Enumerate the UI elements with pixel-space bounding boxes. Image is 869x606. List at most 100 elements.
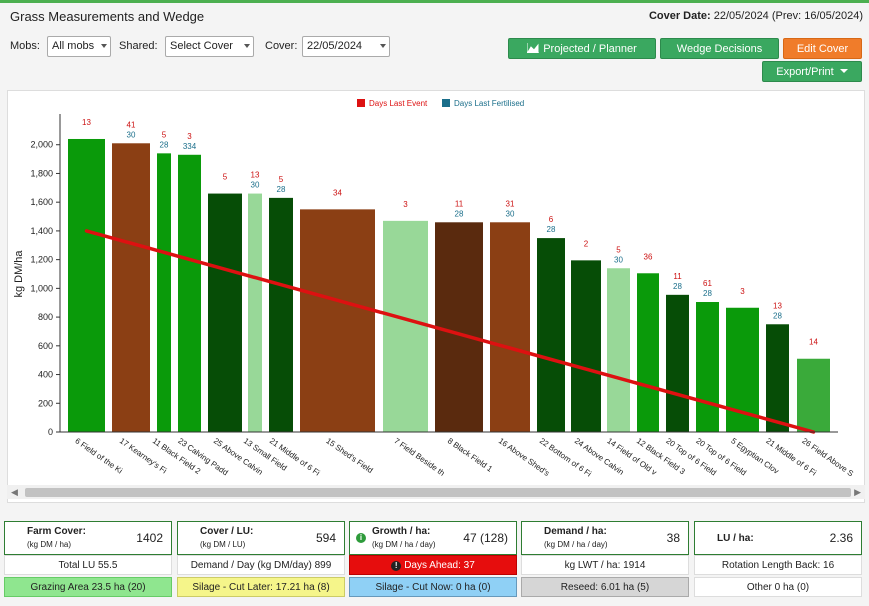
- cover-lu-sub: (kg DM / LU): [200, 540, 246, 549]
- cover-label: Cover:: [265, 40, 298, 52]
- shared-label: Shared:: [119, 40, 158, 52]
- projected-planner-button[interactable]: Projected / Planner: [508, 38, 656, 59]
- bar: [766, 324, 789, 432]
- farm-cover-sub: (kg DM / ha): [27, 540, 72, 549]
- lu-ha-label: LU / ha:: [717, 533, 754, 544]
- y-tick-label: 1,400: [30, 226, 53, 236]
- y-tick-label: 600: [38, 341, 53, 351]
- bar: [157, 153, 171, 432]
- days-last-fertilised-label: 28: [673, 282, 682, 291]
- chevron-down-icon: [380, 44, 386, 48]
- wedge-decisions-label: Wedge Decisions: [676, 43, 763, 55]
- bar: [797, 358, 830, 432]
- y-tick-label: 0: [48, 427, 53, 437]
- edit-cover-label: Edit Cover: [796, 43, 849, 55]
- legend-label: Days Last Event: [369, 99, 428, 108]
- days-last-fertilised-label: 28: [773, 311, 782, 320]
- x-tick-label: 7 Field Beside th: [392, 436, 446, 478]
- export-print-label: Export/Print: [776, 66, 834, 78]
- filter-bar: Mobs: All mobs Shared: Select Cover Cove…: [0, 34, 869, 86]
- days-last-fertilised-label: 28: [277, 185, 286, 194]
- x-tick-label: 15 Shed's Field: [324, 436, 374, 475]
- stats-panel: Farm Cover: (kg DM / ha) 1402 Cover / LU…: [0, 518, 869, 606]
- shared-select[interactable]: Select Cover: [165, 36, 254, 57]
- days-last-event-label: 5: [616, 245, 621, 254]
- x-tick-label: 6 Field of the Ki: [73, 436, 124, 475]
- title-bar: Grass Measurements and Wedge Cover Date:…: [0, 3, 869, 31]
- demand-label: Demand / ha:: [544, 526, 607, 537]
- legend-label: Days Last Fertilised: [454, 99, 524, 108]
- y-tick-label: 1,200: [30, 255, 53, 265]
- demand-sub: (kg DM / ha / day): [544, 540, 608, 549]
- growth-box: i Growth / ha: (kg DM / ha / day) 47 (12…: [349, 521, 517, 555]
- cover-lu-label: Cover / LU:: [200, 526, 254, 537]
- days-last-event-label: 3: [187, 132, 192, 141]
- page-title: Grass Measurements and Wedge: [10, 9, 205, 24]
- bar: [490, 222, 530, 432]
- bar: [269, 197, 293, 432]
- days-last-fertilised-label: 30: [251, 181, 260, 190]
- wedge-decisions-button[interactable]: Wedge Decisions: [660, 38, 779, 59]
- bar: [666, 294, 689, 432]
- chart-legend: Days Last Event Days Last Fertilised: [357, 99, 524, 108]
- bar: [300, 209, 375, 432]
- days-last-fertilised-label: 28: [547, 225, 556, 234]
- edit-cover-button[interactable]: Edit Cover: [783, 38, 862, 59]
- days-last-event-label: 5: [223, 173, 228, 182]
- bar: [571, 260, 601, 432]
- days-last-fertilised-label: 334: [183, 142, 197, 151]
- days-last-event-label: 6: [549, 215, 554, 224]
- export-print-button[interactable]: Export/Print: [762, 61, 862, 82]
- wedge-chart: Days Last Event Days Last Fertilised 0 200…: [13, 99, 855, 479]
- y-tick-label: 1,800: [30, 168, 53, 178]
- demand-value: 38: [666, 531, 680, 545]
- y-axis-title: kg DM/ha: [13, 250, 25, 298]
- days-last-event-label: 5: [279, 175, 284, 184]
- bar: [696, 302, 719, 432]
- scroll-left-icon[interactable]: ◀: [11, 487, 18, 497]
- bar: [208, 193, 242, 432]
- growth-value: 47 (128): [463, 531, 508, 545]
- chart-scrollbar[interactable]: ◀ ▶: [7, 485, 865, 499]
- area-chart-icon: [526, 43, 540, 54]
- days-last-event-label: 36: [644, 252, 653, 261]
- x-tick-label: 8 Black Field 1: [446, 436, 495, 474]
- days-last-event-label: 3: [740, 287, 745, 296]
- days-last-fertilised-label: 28: [455, 209, 464, 218]
- y-tick-label: 1,600: [30, 197, 53, 207]
- alert-icon: !: [391, 561, 402, 571]
- days-last-event-label: 41: [127, 120, 136, 129]
- wedge-line-layer: [84, 229, 816, 434]
- rotation-length: Rotation Length Back: 16: [694, 555, 862, 575]
- scrollbar-thumb[interactable]: [25, 488, 851, 497]
- legend-swatch: [442, 99, 450, 107]
- days-last-event-label: 3: [403, 200, 408, 209]
- bar: [178, 154, 201, 433]
- reseed: Reseed: 6.01 ha (5): [521, 577, 689, 597]
- cover-date-display: Cover Date: 22/05/2024 (Prev: 16/05/2024…: [649, 10, 863, 22]
- y-tick-label: 1,000: [30, 283, 53, 293]
- farm-cover-box: Farm Cover: (kg DM / ha) 1402: [4, 521, 172, 555]
- days-last-fertilised-label: 30: [614, 255, 623, 264]
- days-last-fertilised-label: 28: [703, 289, 712, 298]
- cover-select-value: 22/05/2024: [307, 40, 363, 52]
- projected-planner-label: Projected / Planner: [543, 43, 637, 55]
- top-accent-line: [0, 0, 869, 3]
- info-icon[interactable]: i: [356, 533, 366, 543]
- wedge-target-line: [84, 229, 816, 434]
- cover-date-select[interactable]: 22/05/2024: [302, 36, 390, 57]
- y-tick-label: 400: [38, 370, 53, 380]
- days-last-event-label: 61: [703, 279, 712, 288]
- days-last-event-label: 2: [584, 239, 589, 248]
- scroll-right-icon[interactable]: ▶: [854, 487, 861, 497]
- days-last-event-label: 13: [251, 171, 260, 180]
- y-tick-label: 2,000: [30, 140, 53, 150]
- mobs-select-value: All mobs: [52, 40, 95, 52]
- bar: [537, 238, 565, 432]
- bar: [383, 220, 428, 432]
- y-tick-label: 800: [38, 312, 53, 322]
- days-last-event-label: 13: [82, 118, 91, 127]
- days-last-event-label: 31: [506, 199, 515, 208]
- mobs-select[interactable]: All mobs: [47, 36, 111, 57]
